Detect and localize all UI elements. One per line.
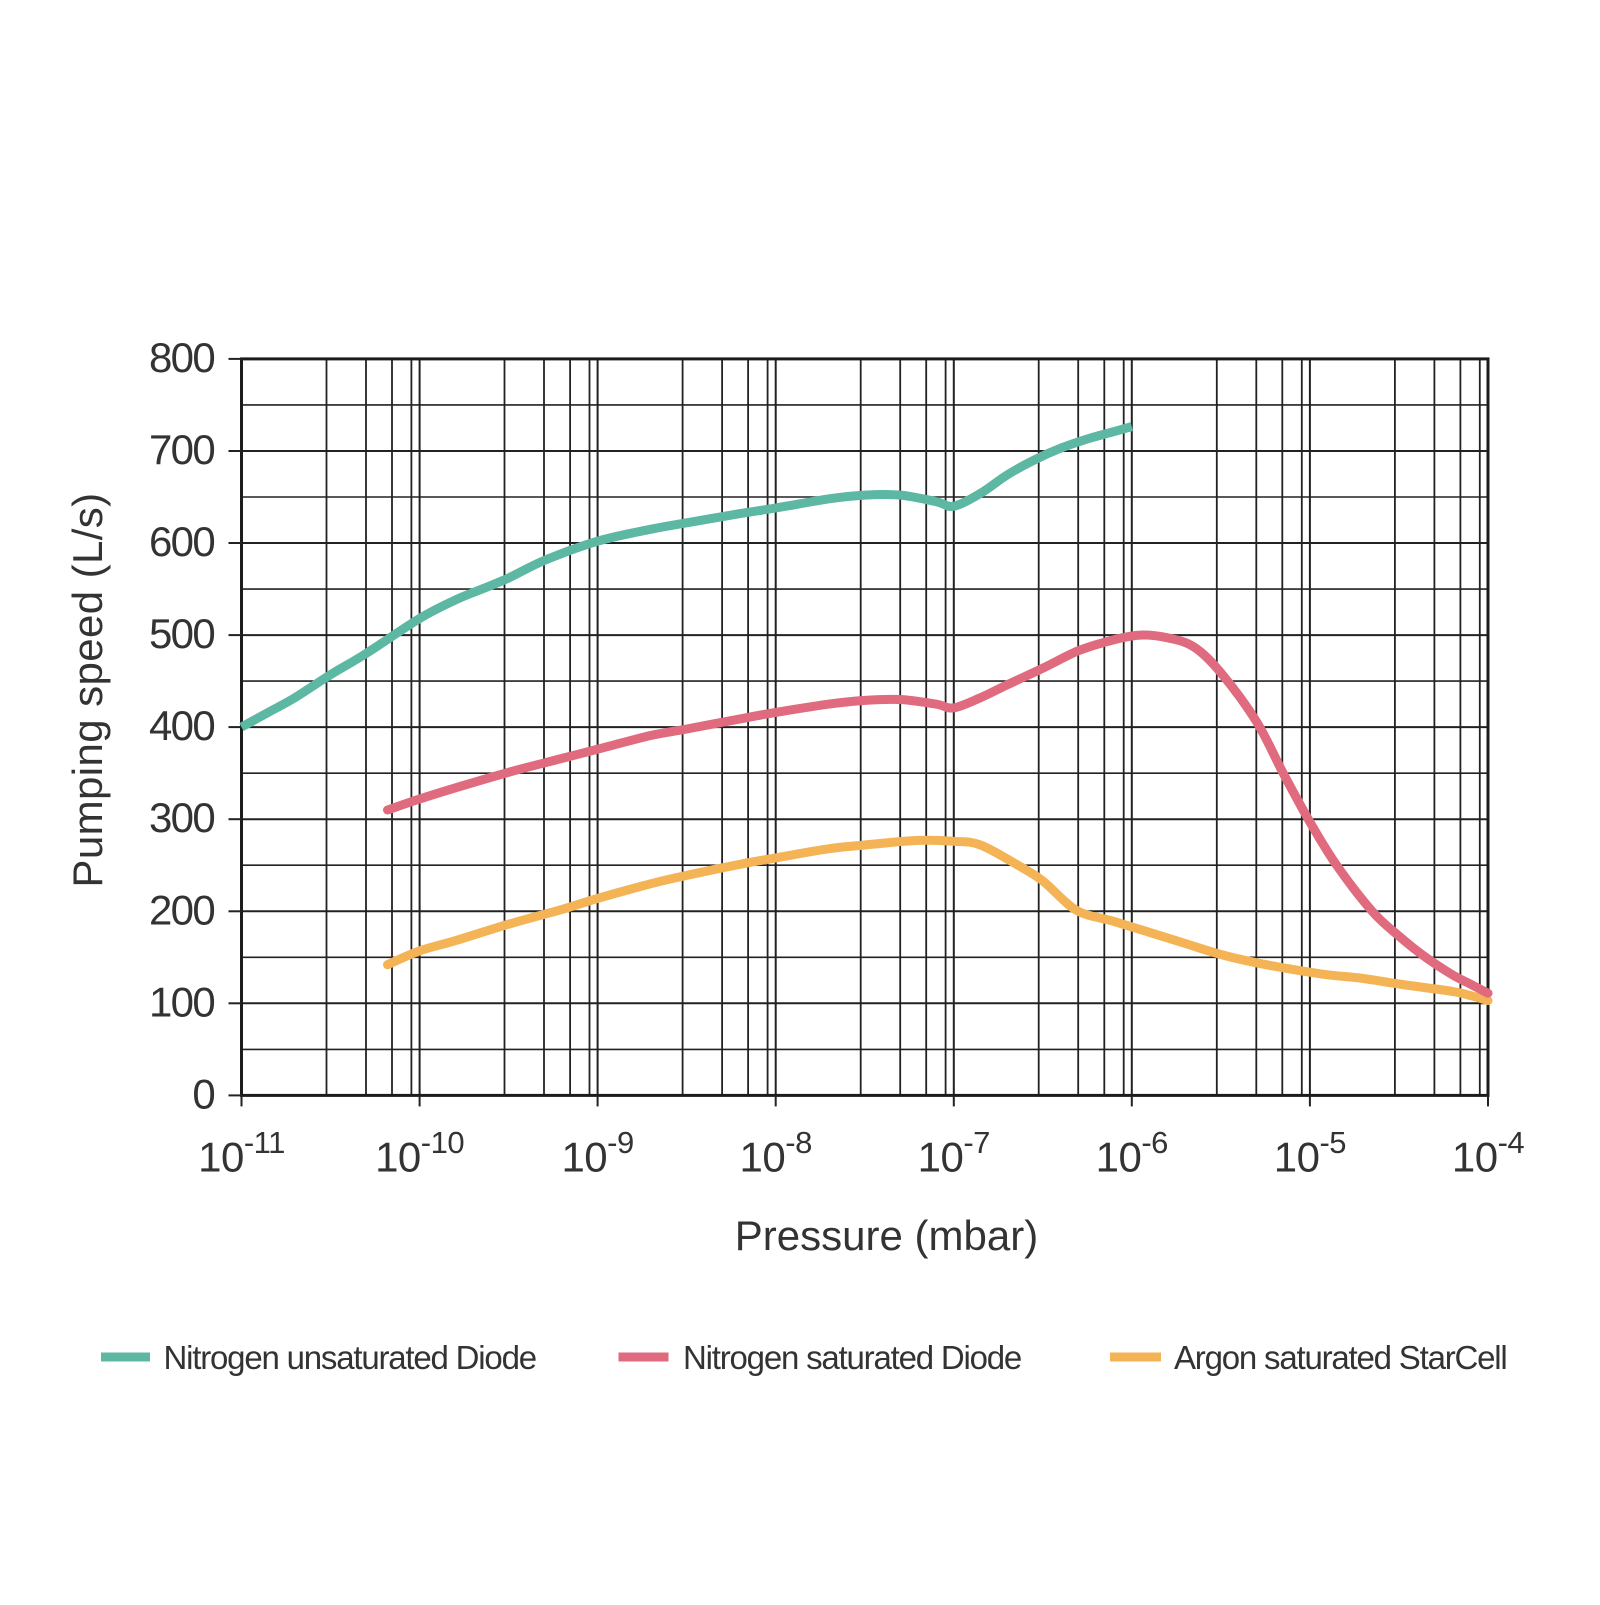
svg-text:0: 0 [192, 1070, 214, 1117]
svg-text:300: 300 [149, 794, 214, 841]
svg-text:500: 500 [149, 610, 214, 657]
svg-text:700: 700 [149, 426, 214, 473]
svg-text:400: 400 [149, 702, 214, 749]
svg-text:10-5: 10-5 [1274, 1125, 1346, 1181]
svg-text:200: 200 [149, 886, 214, 933]
svg-text:Pumping speed (L/s): Pumping speed (L/s) [64, 492, 111, 887]
svg-text:Pressure (mbar): Pressure (mbar) [735, 1212, 1038, 1259]
svg-text:Nitrogen saturated Diode: Nitrogen saturated Diode [683, 1339, 1021, 1376]
svg-text:Argon saturated StarCell: Argon saturated StarCell [1174, 1339, 1507, 1376]
svg-text:800: 800 [149, 334, 214, 381]
svg-text:600: 600 [149, 518, 214, 565]
svg-text:100: 100 [149, 978, 214, 1025]
svg-text:Nitrogen unsaturated Diode: Nitrogen unsaturated Diode [164, 1339, 536, 1376]
svg-text:10-9: 10-9 [561, 1125, 633, 1181]
svg-text:10-7: 10-7 [918, 1125, 990, 1181]
